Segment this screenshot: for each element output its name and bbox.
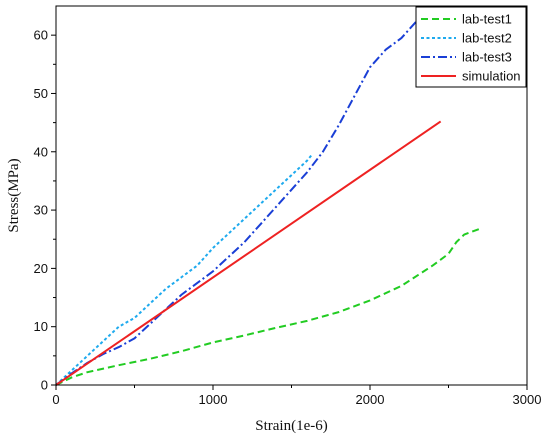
legend-label-lab-test3: lab-test3 [462,50,512,65]
legend-label-simulation: simulation [462,69,521,84]
y-tick-label-0: 0 [41,378,48,393]
x-tick-label-1: 1000 [199,392,228,407]
series-line-simulation [55,120,442,386]
x-tick-label-3: 3000 [513,392,542,407]
legend: lab-test1 lab-test2 lab-test3 simulation [415,6,527,88]
y-axis-title: Stress(MPa) [6,158,22,232]
x-tick-label-0: 0 [52,392,59,407]
y-tick-label-5: 50 [34,86,48,101]
y-tick-label-2: 20 [34,261,48,276]
y-tick-label-3: 30 [34,203,48,218]
x-axis-title: Strain(1e-6) [255,418,327,434]
series-layer [55,19,481,386]
axes-layer: 0 1000 2000 3000 0 10 20 30 40 50 60 [34,5,542,407]
x-tick-label-2: 2000 [356,392,385,407]
y-tick-label-1: 10 [34,319,48,334]
legend-label-lab-test1: lab-test1 [462,12,512,27]
series-line-lab-test1 [55,227,481,386]
legend-label-lab-test2: lab-test2 [462,31,512,46]
y-tick-label-4: 40 [34,144,48,159]
legend-box [415,6,527,88]
y-tick-label-6: 60 [34,28,48,43]
series-line-lab-test3 [55,19,418,386]
series-line-lab-test2 [55,154,313,386]
